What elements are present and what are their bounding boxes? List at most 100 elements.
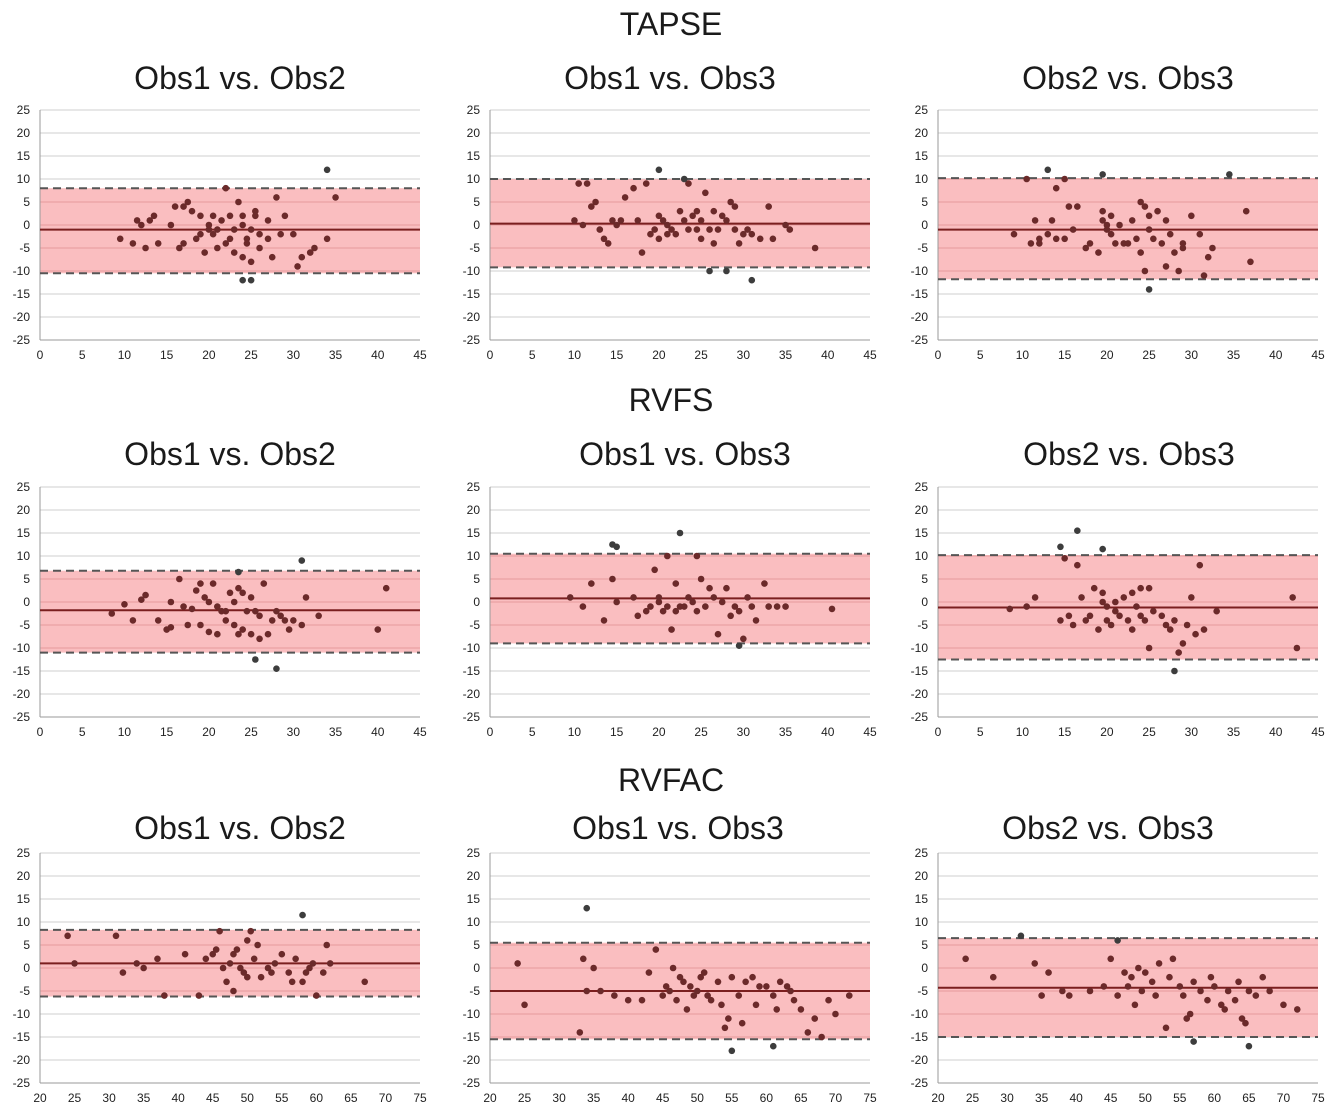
data-point [1150, 607, 1157, 615]
data-point [1166, 626, 1174, 633]
data-point [1121, 969, 1128, 976]
outlier-point [1190, 1038, 1197, 1045]
data-point [180, 603, 187, 610]
x-tick-label: 20 [202, 725, 216, 739]
data-point [1137, 249, 1144, 256]
data-point [693, 552, 701, 560]
data-point [1137, 612, 1144, 620]
data-point [230, 226, 238, 233]
data-point [1145, 226, 1153, 233]
data-point [765, 203, 772, 210]
outlier-point [1245, 1042, 1253, 1050]
data-point [669, 964, 677, 972]
data-point [782, 221, 789, 229]
data-point [700, 969, 708, 976]
data-point [323, 941, 331, 949]
data-point [748, 230, 756, 238]
data-point [1099, 207, 1106, 215]
data-point [209, 212, 217, 220]
data-point [579, 221, 587, 229]
agreement-band [40, 570, 420, 653]
data-point [727, 612, 734, 620]
data-point [142, 244, 149, 252]
data-point [1137, 584, 1144, 592]
data-point [1107, 230, 1115, 238]
data-point [273, 194, 280, 201]
data-point [1116, 221, 1123, 229]
outlier-point [680, 175, 688, 183]
data-point [756, 983, 763, 990]
data-point [1141, 969, 1149, 976]
x-tick-label: 5 [529, 725, 536, 739]
data-point [685, 180, 692, 187]
data-point [294, 263, 301, 270]
x-tick-label: 40 [1269, 725, 1283, 739]
y-tick-label: 25 [17, 846, 31, 860]
x-tick-label: 45 [863, 348, 877, 362]
y-tick-label: 25 [467, 480, 481, 494]
data-point [1107, 955, 1115, 963]
data-point [264, 630, 272, 638]
data-point [278, 950, 286, 958]
data-point [706, 584, 713, 592]
data-point [1107, 212, 1115, 220]
data-point [277, 612, 284, 620]
data-point [655, 594, 663, 601]
data-point [673, 996, 680, 1004]
data-point [230, 987, 237, 995]
x-tick-label: 15 [160, 348, 174, 362]
y-tick-label: 0 [473, 218, 480, 232]
data-point [184, 621, 192, 629]
data-point [1090, 584, 1098, 592]
outlier-point [1114, 937, 1121, 944]
x-tick-label: 55 [275, 1091, 289, 1105]
x-tick-label: 20 [202, 348, 216, 362]
data-point [138, 596, 145, 603]
y-tick-label: -10 [463, 264, 481, 278]
data-point [1133, 235, 1140, 243]
data-point [285, 626, 293, 633]
outlier-point [1099, 171, 1106, 178]
data-point [1099, 589, 1106, 597]
data-point [690, 992, 698, 999]
y-tick-label: -25 [911, 1076, 929, 1090]
data-point [790, 996, 798, 1004]
data-point [609, 575, 616, 583]
y-tick-label: 15 [17, 149, 31, 163]
x-tick-label: 40 [821, 348, 835, 362]
x-tick-label: 60 [760, 1091, 774, 1105]
x-tick-label: 10 [118, 348, 132, 362]
x-tick-label: 5 [79, 725, 86, 739]
data-point [735, 992, 743, 999]
x-tick-label: 75 [413, 1091, 427, 1105]
data-point [1183, 621, 1191, 629]
x-tick-label: 45 [1311, 348, 1325, 362]
data-point [256, 635, 263, 643]
data-point [243, 973, 251, 981]
data-point [239, 589, 246, 597]
x-tick-label: 10 [118, 725, 132, 739]
data-point [521, 1001, 528, 1009]
data-point [651, 226, 658, 233]
data-point [659, 607, 667, 615]
y-tick-label: -5 [917, 618, 928, 632]
data-point [1186, 1010, 1194, 1018]
data-point [672, 580, 680, 587]
data-point [604, 240, 612, 247]
data-point [252, 212, 259, 220]
data-point [1074, 561, 1081, 569]
data-point [773, 1006, 781, 1013]
y-tick-label: 5 [473, 938, 480, 952]
y-tick-label: 10 [17, 915, 31, 929]
data-point [825, 996, 832, 1004]
y-tick-label: -20 [911, 1053, 929, 1067]
data-point [184, 198, 192, 206]
y-tick-label: 15 [915, 149, 929, 163]
data-point [588, 580, 595, 587]
data-point [727, 198, 734, 206]
x-tick-label: 55 [1173, 1091, 1187, 1105]
data-point [290, 617, 297, 624]
data-point [243, 240, 251, 247]
data-point [1158, 612, 1166, 620]
